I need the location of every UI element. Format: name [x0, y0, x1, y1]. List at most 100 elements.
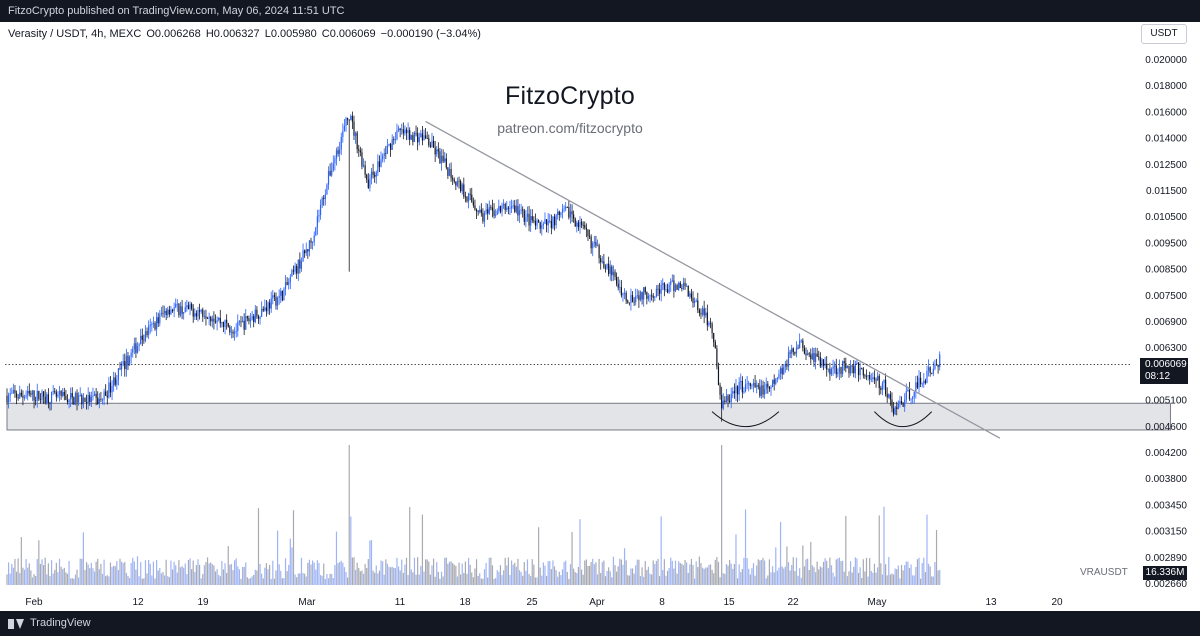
- volume-bar: [781, 566, 783, 585]
- volume-bar: [703, 568, 705, 585]
- candle-body: [651, 295, 653, 297]
- volume-bar: [749, 574, 751, 585]
- candle-body: [705, 312, 707, 316]
- candle-body: [152, 322, 155, 325]
- volume-bar: [644, 561, 646, 585]
- candle-body: [721, 394, 723, 409]
- volume-bar: [234, 560, 236, 585]
- volume-bar: [176, 572, 178, 585]
- candle-body: [377, 161, 379, 173]
- candle-body: [9, 393, 11, 396]
- candle-body: [323, 197, 325, 199]
- volume-bar: [582, 574, 584, 585]
- candle-body: [477, 211, 479, 213]
- candle-body: [595, 242, 597, 246]
- volume-bar: [907, 561, 909, 585]
- candle-body: [221, 322, 223, 324]
- candle-body: [133, 343, 135, 350]
- volume-bar: [109, 562, 112, 585]
- price-axis-label: 0.008500: [1145, 265, 1187, 276]
- candle-body: [571, 211, 573, 215]
- candle-body: [592, 243, 594, 249]
- time-axis-label: 13: [985, 597, 997, 608]
- volume-bar: [916, 559, 919, 585]
- price-axis-label: 0.006300: [1145, 343, 1187, 354]
- candle-body: [553, 216, 556, 226]
- volume-bar: [756, 565, 758, 585]
- volume-bar: [318, 563, 320, 585]
- candle-body: [698, 309, 700, 314]
- volume-bar: [415, 574, 417, 585]
- candle-body: [840, 367, 842, 374]
- candle-body: [504, 204, 506, 210]
- volume-bar: [347, 577, 349, 585]
- candle-body: [327, 171, 330, 185]
- volume-bar: [867, 576, 869, 585]
- candle-body: [189, 303, 191, 310]
- candle-body: [292, 270, 295, 272]
- candle-body: [709, 322, 712, 324]
- volume-bar: [635, 565, 637, 585]
- volume-bar: [660, 516, 662, 585]
- volume-bar: [735, 534, 737, 585]
- candle-body: [95, 393, 97, 398]
- volume-bar: [775, 547, 777, 585]
- volume-bar: [641, 567, 643, 585]
- volume-bar: [701, 567, 704, 585]
- candle-body: [85, 402, 88, 404]
- volume-bar: [50, 560, 53, 585]
- candle-body: [234, 331, 236, 334]
- candle-body: [167, 309, 169, 316]
- volume-bar: [43, 564, 45, 585]
- candle-body: [727, 395, 729, 401]
- candle-body: [141, 335, 143, 340]
- volume-bar: [934, 562, 936, 585]
- volume-bar: [254, 569, 256, 585]
- volume-bar: [568, 578, 570, 585]
- candle-body: [488, 207, 490, 214]
- candle-body: [891, 399, 893, 409]
- volume-bar: [375, 565, 377, 585]
- candle-body: [517, 205, 519, 216]
- volume-bar: [44, 557, 46, 585]
- volume-bar: [70, 578, 72, 585]
- volume-bar: [795, 557, 798, 585]
- candle-body: [611, 266, 613, 276]
- candle-body: [851, 365, 853, 367]
- volume-bar: [744, 509, 747, 585]
- volume-bar: [498, 571, 500, 585]
- volume-bar: [830, 565, 833, 585]
- volume-bar: [288, 564, 290, 585]
- candle-body: [487, 209, 489, 214]
- volume-bar: [666, 570, 669, 585]
- volume-bar: [580, 569, 583, 585]
- volume-bar: [300, 557, 303, 585]
- volume-bar: [848, 571, 850, 585]
- rounded-bottom-arc: [874, 411, 933, 427]
- currency-button[interactable]: USDT: [1141, 24, 1187, 44]
- volume-bar: [722, 573, 724, 585]
- candle-body: [399, 128, 401, 131]
- volume-bar: [213, 565, 215, 585]
- volume-bar: [687, 572, 689, 585]
- volume-bar: [211, 564, 213, 585]
- candle-body: [514, 205, 516, 212]
- volume-bar: [361, 570, 363, 585]
- candle-body: [875, 379, 877, 381]
- candle-body: [616, 276, 618, 284]
- candle-body: [767, 383, 769, 388]
- candle-body: [280, 290, 282, 296]
- volume-bar: [437, 571, 439, 585]
- volume-bar: [587, 566, 589, 585]
- candle-body: [41, 391, 43, 400]
- price-chart[interactable]: 0.020000 0.018000 0.016000 0.014000 0.012500…: [0, 22, 1200, 611]
- candle-body: [71, 393, 73, 398]
- chart-area[interactable]: 0.020000 0.018000 0.016000 0.014000 0.012500…: [0, 22, 1200, 611]
- volume-bar: [658, 576, 661, 585]
- candle-body: [210, 316, 212, 322]
- candle-body: [759, 386, 761, 396]
- candle-body: [259, 316, 261, 319]
- volume-bar: [389, 567, 392, 585]
- volume-bar: [638, 559, 640, 585]
- candle-body: [644, 287, 646, 293]
